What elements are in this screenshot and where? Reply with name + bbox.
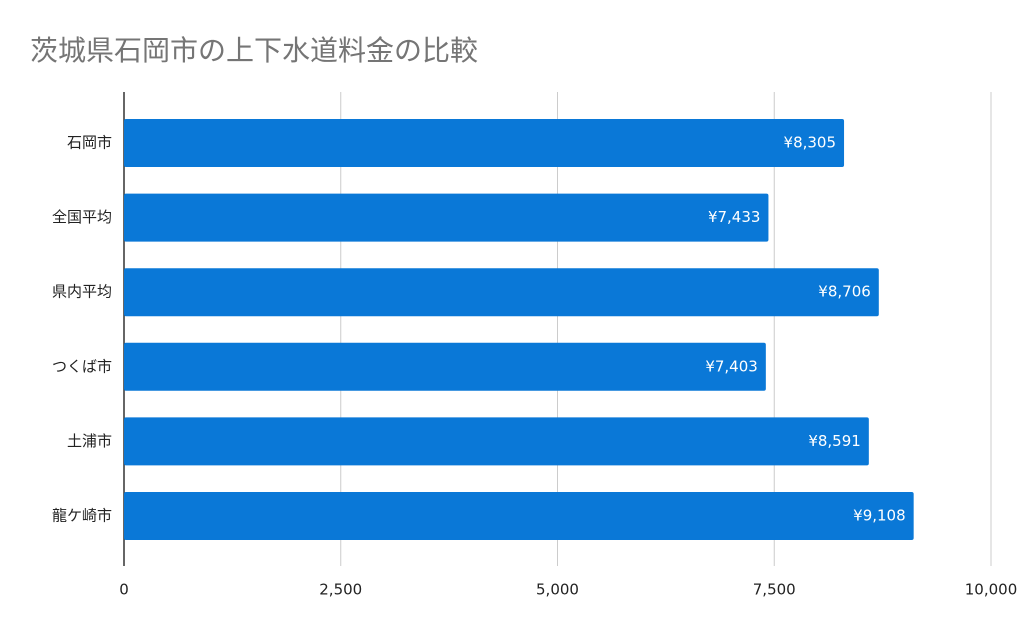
bar xyxy=(124,417,869,466)
x-tick-label: 0 xyxy=(119,581,129,599)
value-label: ¥8,706 xyxy=(818,283,871,301)
y-tick-label: 全国平均 xyxy=(52,208,112,226)
y-tick-label: 龍ケ崎市 xyxy=(52,507,112,525)
bar xyxy=(124,342,766,391)
y-tick-label: 石岡市 xyxy=(67,134,112,152)
bar xyxy=(124,268,879,317)
y-tick-label: つくば市 xyxy=(52,357,112,375)
x-tick-label: 5,000 xyxy=(536,581,579,599)
value-label: ¥8,591 xyxy=(808,432,861,450)
value-label: ¥9,108 xyxy=(853,507,906,525)
x-tick-label: 10,000 xyxy=(965,581,1018,599)
value-label: ¥7,403 xyxy=(705,357,758,375)
x-tick-label: 7,500 xyxy=(753,581,796,599)
y-tick-label: 県内平均 xyxy=(52,283,112,301)
value-label: ¥7,433 xyxy=(708,208,761,226)
x-tick-label: 2,500 xyxy=(319,581,362,599)
y-tick-label: 土浦市 xyxy=(67,432,112,450)
chart-title: 茨城県石岡市の上下水道料金の比較 xyxy=(30,34,478,67)
value-label: ¥8,305 xyxy=(784,134,837,152)
bar xyxy=(124,492,914,540)
bar xyxy=(124,119,845,167)
bar xyxy=(124,193,769,242)
